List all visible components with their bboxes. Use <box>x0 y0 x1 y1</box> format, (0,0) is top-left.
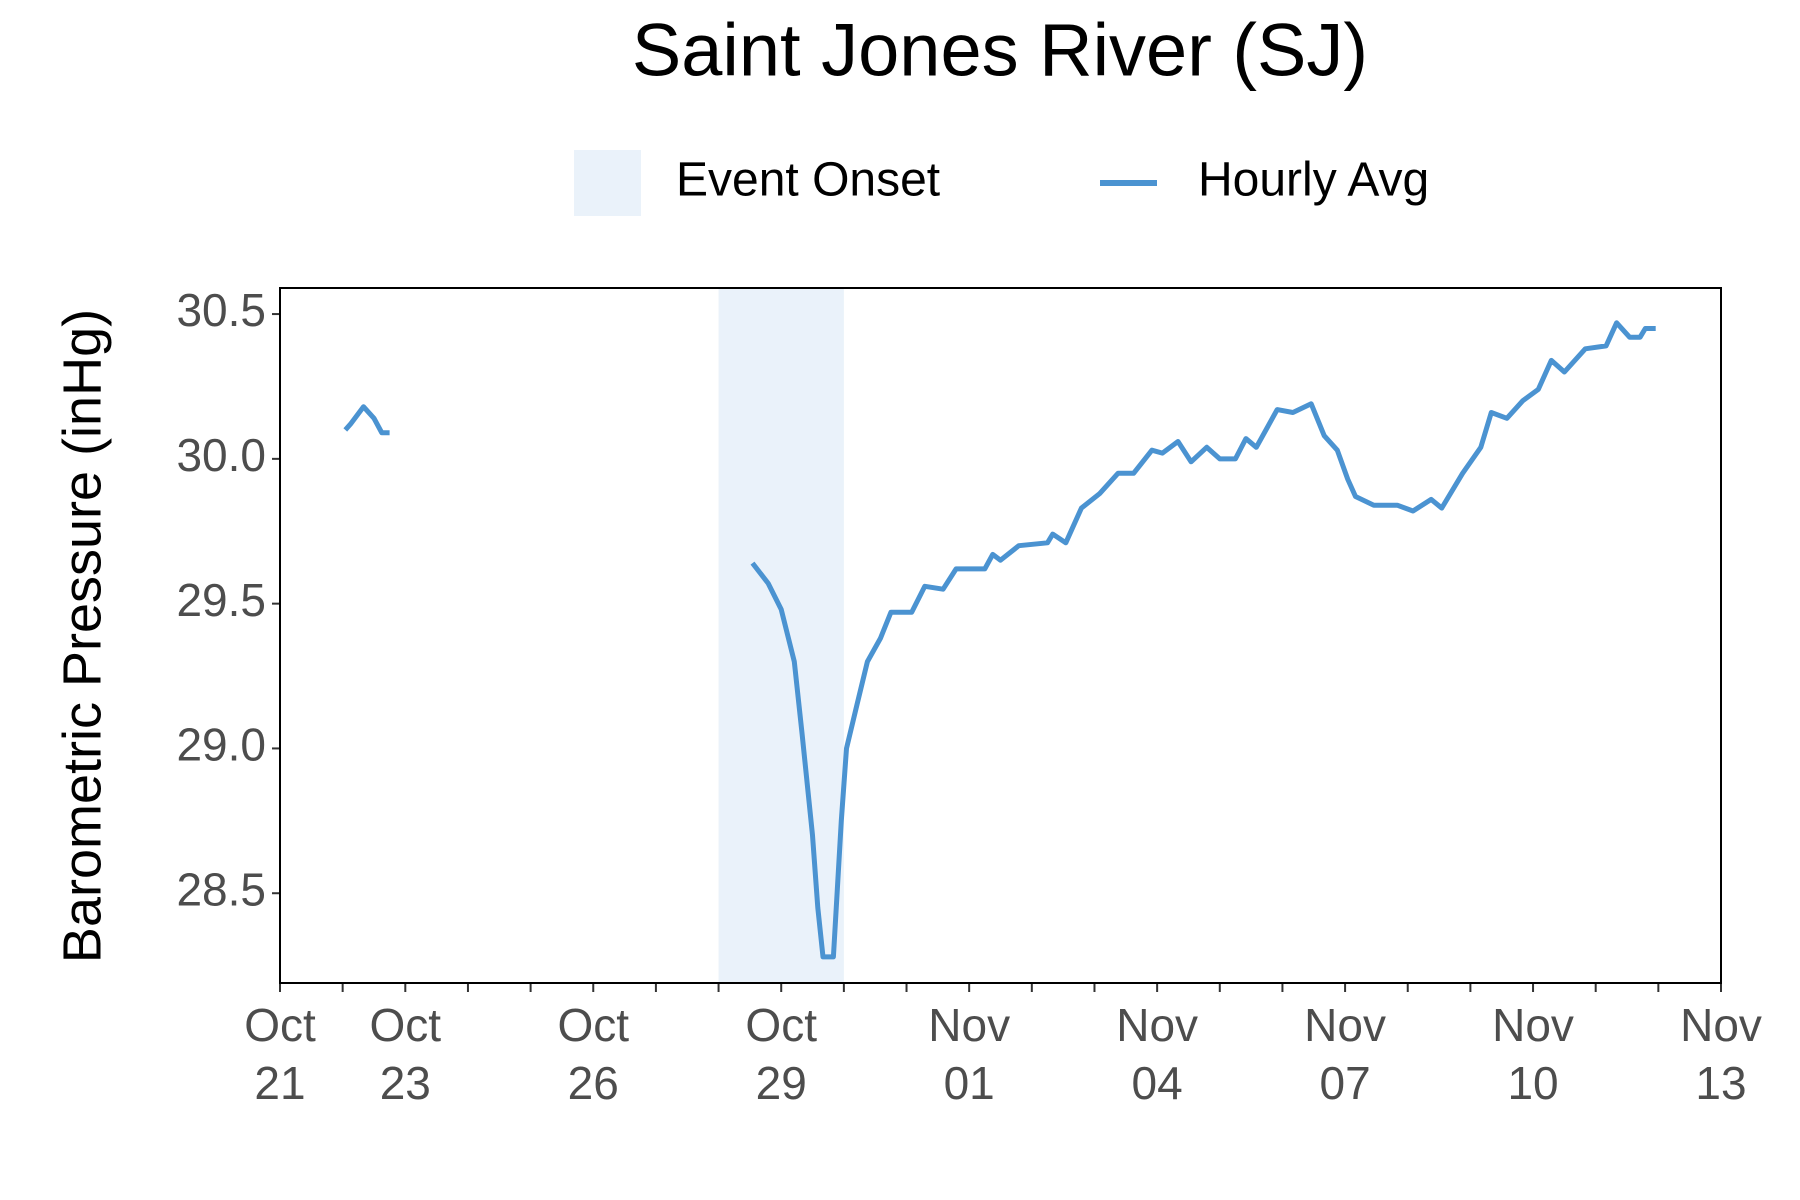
legend-swatch <box>574 150 641 216</box>
y-tick-label: 29.0 <box>176 719 266 771</box>
x-tick-label: Oct 23 <box>370 999 442 1109</box>
y-tick-label: 29.5 <box>176 574 266 626</box>
legend-label: Event Onset <box>676 154 940 207</box>
x-tick-label: Oct 29 <box>745 999 817 1109</box>
y-tick-label: 30.5 <box>176 284 266 336</box>
plot-border <box>279 287 1722 984</box>
data-line <box>343 320 1656 960</box>
x-tick-label: Nov 10 <box>1492 999 1574 1109</box>
x-tick-label: Oct 21 <box>244 999 316 1109</box>
x-tick-label: Nov 01 <box>928 999 1010 1109</box>
x-tick-label: Nov 13 <box>1680 999 1762 1109</box>
y-axis-label: Barometric Pressure (inHg) <box>52 309 112 963</box>
legend-label: Hourly Avg <box>1198 154 1429 207</box>
x-tick-label: Nov 07 <box>1304 999 1386 1109</box>
chart-title: Saint Jones River (SJ) <box>632 9 1368 92</box>
y-tick-label: 28.5 <box>176 863 266 915</box>
x-tick-label: Nov 04 <box>1116 999 1198 1109</box>
x-tick-label: Oct 26 <box>557 999 629 1109</box>
y-tick-label: 30.0 <box>176 429 266 481</box>
event-band <box>718 288 844 983</box>
